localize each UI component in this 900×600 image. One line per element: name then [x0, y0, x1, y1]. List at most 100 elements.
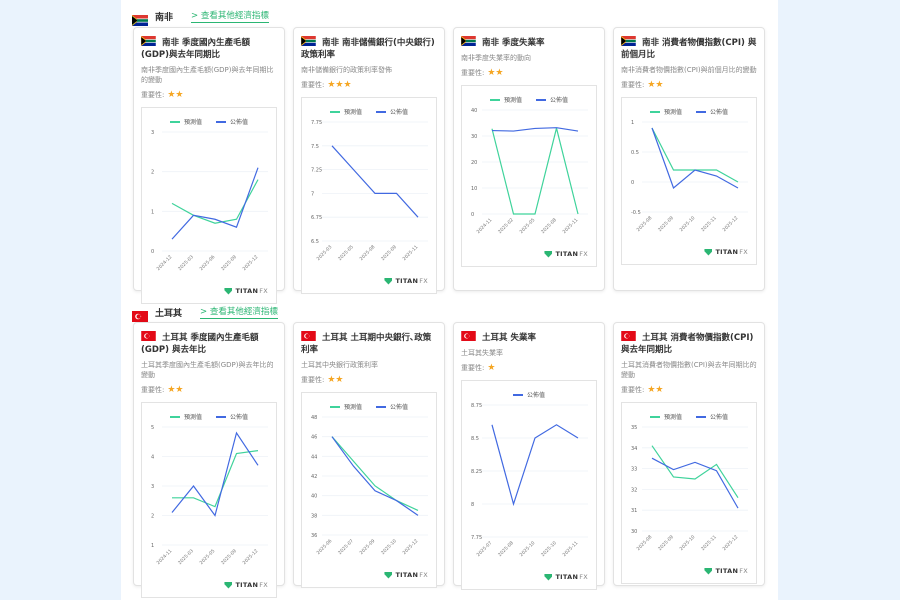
svg-text:10: 10 [471, 186, 477, 192]
svg-text:1: 1 [151, 209, 154, 215]
svg-text:2025-10: 2025-10 [380, 538, 398, 556]
svg-text:36: 36 [311, 533, 317, 539]
turkey-flag-icon [141, 331, 156, 341]
legend-forecast[interactable]: 預測值 [169, 117, 202, 126]
star-icon: ★★ [647, 384, 664, 395]
shield-icon [384, 277, 393, 285]
indicator-card[interactable]: 南非 南非儲備銀行(中央銀行)政策利率 南非儲備銀行的政策利率發佈 重要性: ★★… [293, 27, 445, 294]
line-chart: 預測值 公佈值 6.5 6.75 7 7.25 7.5 7.75 2025-03 2025-0… [301, 97, 437, 294]
turkey-flag-icon [461, 331, 476, 341]
importance-rating: 重要性: ★★ [141, 384, 184, 395]
importance-rating: 重要性: ★★ [621, 384, 664, 395]
svg-text:2024-12: 2024-12 [156, 254, 174, 272]
legend-forecast[interactable]: 預測值 [169, 412, 202, 421]
chart-plot: -0.5 0 0.5 1 2025-08 2025-09 2025-10 2025-11 202… [622, 116, 756, 246]
south-africa-flag-icon [132, 11, 148, 26]
legend-actual[interactable]: 公佈值 [216, 412, 248, 421]
indicator-card[interactable]: 南非 季度國內生產毛額(GDP)與去年同期比 南非季度國內生產毛額(GDP)與去… [133, 27, 285, 304]
legend-forecast[interactable]: 預測值 [489, 95, 522, 104]
star-icon: ★★★ [327, 79, 352, 90]
chart-legend: 預測值 公佈值 [142, 108, 276, 126]
country-name: 南非 [155, 12, 174, 23]
indicator-card[interactable]: 土耳其 消費者物價指數(CPI) 與去年同期比 土耳其消費者物價指數(CPI)與… [613, 322, 765, 586]
svg-text:40: 40 [311, 494, 317, 500]
shield-icon [544, 250, 553, 258]
indicator-card[interactable]: 南非 消費者物價指數(CPI) 與前個月比 南非消費者物價指數(CPI)與前個月… [613, 27, 765, 291]
svg-text:2025-05: 2025-05 [199, 548, 217, 566]
svg-text:2025-09: 2025-09 [657, 215, 675, 233]
svg-text:2025-02: 2025-02 [497, 217, 515, 235]
legend-forecast[interactable]: 預測值 [649, 412, 682, 421]
titanfx-logo: TITAN FX [224, 581, 268, 589]
star-icon: ★★ [167, 384, 184, 395]
chart-legend: 公佈值 [462, 381, 596, 399]
svg-text:7.75: 7.75 [471, 535, 482, 541]
svg-text:2025-07: 2025-07 [337, 538, 355, 556]
section-header-turkey: 土耳其 > 查看其他經濟指標 [132, 304, 278, 322]
chart-plot: 30 31 32 33 34 35 2025-08 2025-09 2025-10 2025-11… [622, 421, 756, 565]
svg-text:2025-07: 2025-07 [476, 540, 494, 558]
svg-text:31: 31 [631, 508, 637, 514]
importance-rating: 重要性: ★★ [461, 67, 504, 78]
svg-text:33: 33 [631, 467, 637, 473]
indicator-card[interactable]: 土耳其 失業率 土耳其失業率 重要性: ★ 公佈值 7.75 8 8.25 8.5 8.7… [453, 322, 605, 590]
forecast-swatch-icon [649, 110, 660, 113]
indicator-card[interactable]: 南非 季度失業率 南非季度失業率的動向 重要性: ★★ 預測值 公佈值 0 10 20… [453, 27, 605, 291]
chart-plot: 0 10 20 30 40 2024-11 2025-02 2025-05 2025-08 202… [462, 104, 596, 248]
legend-actual[interactable]: 公佈值 [216, 117, 248, 126]
card-description: 南非季度國內生產毛額(GDP)與去年同期比的變動 [141, 66, 274, 84]
legend-forecast[interactable]: 預測值 [649, 107, 682, 116]
svg-text:0: 0 [631, 180, 634, 186]
legend-actual[interactable]: 公佈值 [536, 95, 568, 104]
forecast-swatch-icon [169, 415, 180, 418]
legend-actual[interactable]: 公佈值 [512, 390, 545, 399]
svg-text:48: 48 [311, 415, 317, 421]
actual-swatch-icon [696, 415, 706, 418]
south-africa-flag-icon [301, 36, 316, 46]
svg-text:2025-11: 2025-11 [402, 244, 420, 262]
legend-actual[interactable]: 公佈值 [376, 402, 408, 411]
svg-text:2025-09: 2025-09 [657, 534, 675, 552]
svg-text:-0.5: -0.5 [631, 210, 641, 216]
line-chart: 預測值 公佈值 36 38 40 42 44 46 48 2025-06 2025-07 2025… [301, 392, 437, 588]
svg-text:35: 35 [631, 425, 637, 431]
svg-text:2025-06: 2025-06 [316, 538, 334, 556]
card-title: 南非 南非儲備銀行(中央銀行)政策利率 [301, 36, 435, 60]
svg-text:6.75: 6.75 [311, 215, 322, 221]
card-description: 土耳其季度國內生產毛額(GDP)與去年比的變動 [141, 361, 274, 379]
actual-swatch-icon [216, 415, 226, 418]
indicator-card[interactable]: 土耳其 季度國內生產毛額 (GDP) 與去年比 土耳其季度國內生產毛額(GDP)… [133, 322, 285, 598]
forecast-swatch-icon [329, 110, 340, 113]
svg-text:2025-10: 2025-10 [519, 540, 537, 558]
svg-text:8: 8 [471, 502, 474, 508]
main-panel: 南非 > 查看其他經濟指標 土耳其 > 查看其他經濟指標 南非 季度國內生產毛額… [121, 0, 778, 600]
svg-text:2025-08: 2025-08 [636, 534, 654, 552]
svg-text:5: 5 [151, 425, 154, 431]
importance-rating: 重要性: ★★★ [301, 79, 352, 90]
chart-plot: 36 38 40 42 44 46 48 2025-06 2025-07 2025-09 2025-… [302, 411, 436, 569]
svg-text:2025-09: 2025-09 [220, 548, 238, 566]
card-description: 土耳其消費者物價指數(CPI)與去年同期比的變動 [621, 361, 757, 379]
card-title: 南非 季度國內生產毛額(GDP)與去年同期比 [141, 36, 250, 60]
card-description: 南非儲備銀行的政策利率發佈 [301, 66, 392, 74]
svg-text:2025-11: 2025-11 [700, 215, 718, 233]
more-indicators-link[interactable]: > 查看其他經濟指標 [191, 11, 269, 23]
turkey-flag-icon [301, 331, 316, 341]
card-title: 土耳其 消費者物價指數(CPI) 與去年同期比 [621, 331, 754, 355]
legend-actual[interactable]: 公佈值 [696, 412, 728, 421]
legend-forecast[interactable]: 預測值 [329, 402, 362, 411]
legend-actual[interactable]: 公佈值 [696, 107, 728, 116]
star-icon: ★★ [487, 67, 504, 78]
svg-text:0.5: 0.5 [631, 150, 639, 156]
svg-text:1: 1 [631, 120, 634, 126]
svg-text:7: 7 [311, 191, 314, 197]
chart-plot: 7.75 8 8.25 8.5 8.75 2025-07 2025-08 2025-10 202… [462, 399, 596, 571]
indicator-card[interactable]: 土耳其 土耳期中央銀行､政策利率 土耳其中央銀行政策利率 重要性: ★★ 預測值 … [293, 322, 445, 588]
svg-text:8.75: 8.75 [471, 403, 482, 409]
actual-swatch-icon [512, 393, 523, 396]
legend-actual[interactable]: 公佈值 [376, 107, 408, 116]
svg-text:38: 38 [311, 513, 317, 519]
star-icon: ★ [487, 362, 496, 373]
legend-forecast[interactable]: 預測值 [329, 107, 362, 116]
more-indicators-link[interactable]: > 查看其他經濟指標 [200, 307, 278, 319]
